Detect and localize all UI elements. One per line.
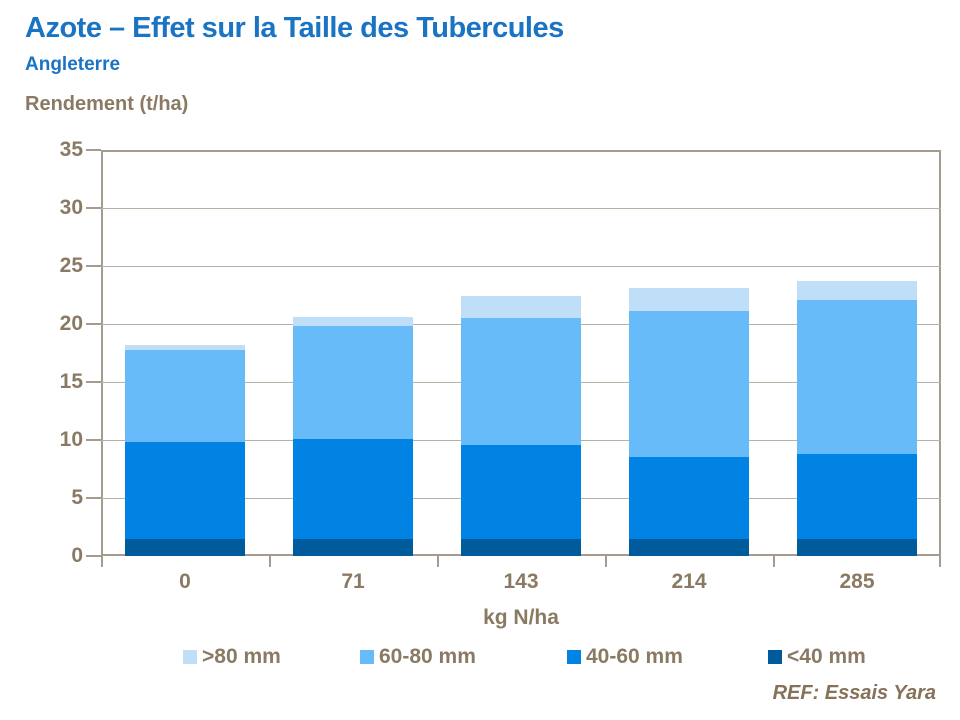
y-axis-tick xyxy=(86,149,101,151)
legend-swatch xyxy=(183,650,197,664)
y-axis-title: Rendement (t/ha) xyxy=(25,93,189,115)
y-axis-tick xyxy=(86,207,101,209)
bar-segment xyxy=(125,344,245,350)
legend-label: >80 mm xyxy=(202,645,281,668)
legend-label: 60-80 mm xyxy=(379,645,476,668)
bar-segment xyxy=(293,317,413,327)
bar-segment xyxy=(797,453,917,539)
bar-segment xyxy=(125,442,245,539)
legend-swatch xyxy=(768,650,782,664)
y-axis-tick-label: 30 xyxy=(59,196,83,219)
bar-segment xyxy=(293,326,413,439)
x-axis-tick xyxy=(939,556,941,567)
gridline xyxy=(101,208,941,209)
x-axis-category-label: 143 xyxy=(503,570,539,593)
legend-item: >80 mm xyxy=(183,645,281,669)
y-axis-tick xyxy=(86,265,101,267)
gridline xyxy=(101,266,941,267)
page-title: Azote – Effet sur la Taille des Tubercul… xyxy=(25,12,564,44)
legend-label: <40 mm xyxy=(787,645,866,668)
x-axis-category-label: 285 xyxy=(839,570,875,593)
x-axis-category-label: 214 xyxy=(671,570,707,593)
legend-swatch xyxy=(567,650,581,664)
y-axis-tick xyxy=(86,439,101,441)
page-subtitle: Angleterre xyxy=(25,54,121,75)
y-axis-tick-label: 35 xyxy=(59,138,83,161)
x-axis-category-label: 71 xyxy=(341,570,365,593)
bar-segment xyxy=(629,457,749,539)
bar-segment xyxy=(461,296,581,319)
x-axis-tick xyxy=(101,556,103,567)
bar-segment xyxy=(629,538,749,556)
bar-segment xyxy=(125,349,245,443)
bar-segment xyxy=(461,538,581,556)
y-axis-tick-label: 20 xyxy=(59,312,83,335)
bar-segment xyxy=(797,299,917,454)
x-axis-tick xyxy=(605,556,607,567)
y-axis-tick-label: 0 xyxy=(71,544,83,567)
x-axis-tick xyxy=(269,556,271,567)
y-axis-tick xyxy=(86,381,101,383)
bar-segment xyxy=(797,281,917,300)
y-axis-tick xyxy=(86,323,101,325)
x-axis-title: kg N/ha xyxy=(483,606,559,629)
legend-swatch xyxy=(360,650,374,664)
bar-segment xyxy=(629,311,749,458)
chart-plot-area: 0 5 10 15 20 25 30 35 0 71 143 214 285 xyxy=(60,138,941,593)
x-axis-category-label: 0 xyxy=(179,570,191,593)
legend-item: <40 mm xyxy=(768,645,866,669)
bar-segment xyxy=(293,438,413,539)
legend-item: 60-80 mm xyxy=(360,645,476,669)
y-axis-tick-label: 5 xyxy=(71,486,83,509)
legend-label: 40-60 mm xyxy=(586,645,683,668)
legend-item: 40-60 mm xyxy=(567,645,683,669)
bar-segment xyxy=(125,538,245,556)
y-axis-tick xyxy=(86,555,101,557)
x-axis-tick xyxy=(773,556,775,567)
y-axis-tick xyxy=(86,497,101,499)
bar-segment xyxy=(797,538,917,556)
bar-segment xyxy=(461,318,581,445)
y-axis-tick-label: 15 xyxy=(59,370,83,393)
y-axis-tick-label: 25 xyxy=(59,254,83,277)
bar-segment xyxy=(629,288,749,312)
reference-note: REF: Essais Yara xyxy=(772,682,936,704)
bar-segment xyxy=(293,538,413,556)
x-axis-tick xyxy=(437,556,439,567)
y-axis-tick-label: 10 xyxy=(59,428,83,451)
bar-segment xyxy=(461,444,581,539)
